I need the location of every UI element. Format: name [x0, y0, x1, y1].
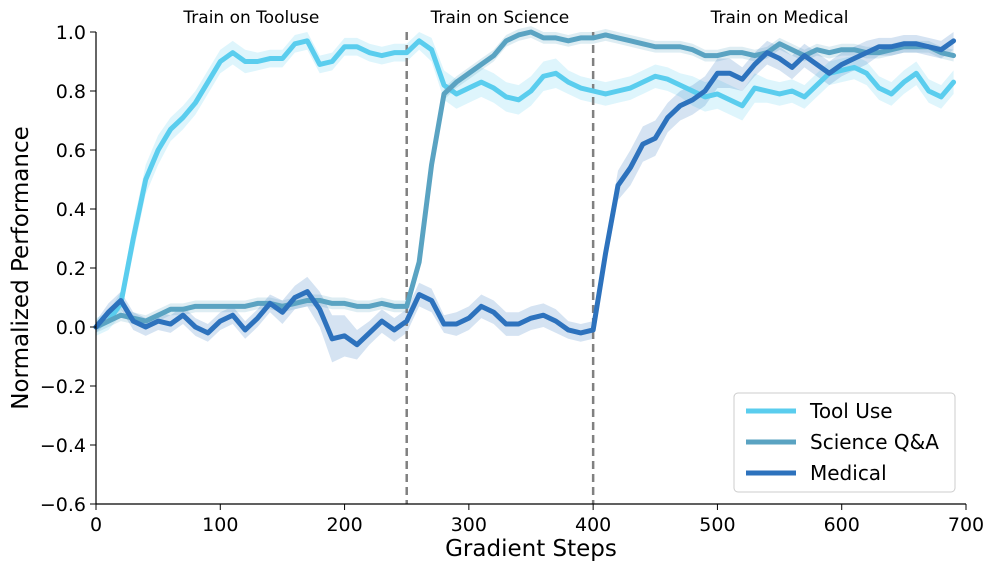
x-tick-label-7: 700 — [948, 514, 984, 536]
axes — [90, 31, 967, 510]
y-tick-label-2: −0.2 — [40, 376, 86, 398]
x-tick-label-5: 500 — [699, 514, 735, 536]
line-series-1 — [93, 29, 957, 330]
x-tick-label-6: 600 — [824, 514, 860, 536]
x-tick-label-1: 100 — [202, 514, 238, 536]
line-series-0 — [93, 38, 957, 330]
x-tick-label-4: 400 — [575, 514, 611, 536]
series-lines — [93, 29, 957, 348]
phase-label-2: Train on Medical — [710, 8, 849, 28]
legend-label-0: Tool Use — [809, 399, 893, 423]
y-tick-label-1: −0.4 — [40, 435, 86, 457]
y-tick-label-7: 0.8 — [56, 81, 86, 103]
phase-labels: Train on Tooluse Train on Science Train on… — [182, 8, 848, 28]
line-series-2 — [93, 38, 957, 348]
y-axis-label: Normalized Performance — [8, 126, 34, 410]
tick-labels: 0 100 200 300 400 500 600 700 −0.6 −0.4 −0.2 0.0 0.2… — [40, 22, 984, 536]
x-tick-label-3: 300 — [451, 514, 487, 536]
y-tick-label-8: 1.0 — [56, 22, 86, 44]
phase-label-0: Train on Tooluse — [182, 8, 319, 28]
phase-boundary-lines — [405, 32, 595, 504]
legend-label-1: Science Q&A — [810, 430, 939, 454]
confidence-bands — [96, 26, 954, 363]
phase-label-1: Train on Science — [430, 8, 570, 28]
legend-label-2: Medical — [810, 461, 887, 485]
y-tick-label-6: 0.6 — [56, 140, 86, 162]
x-axis-label: Gradient Steps — [445, 536, 617, 562]
y-tick-label-4: 0.2 — [56, 258, 86, 280]
band-series-0 — [96, 32, 954, 336]
band-series-1 — [96, 26, 954, 333]
legend: Tool Use Science Q&A Medical — [733, 392, 956, 493]
x-tick-label-0: 0 — [90, 514, 102, 536]
legend-frame — [733, 392, 956, 493]
y-tick-label-5: 0.4 — [56, 199, 86, 221]
x-tick-label-2: 200 — [326, 514, 362, 536]
y-tick-label-3: 0.0 — [56, 317, 86, 339]
y-tick-label-0: −0.6 — [40, 494, 86, 516]
